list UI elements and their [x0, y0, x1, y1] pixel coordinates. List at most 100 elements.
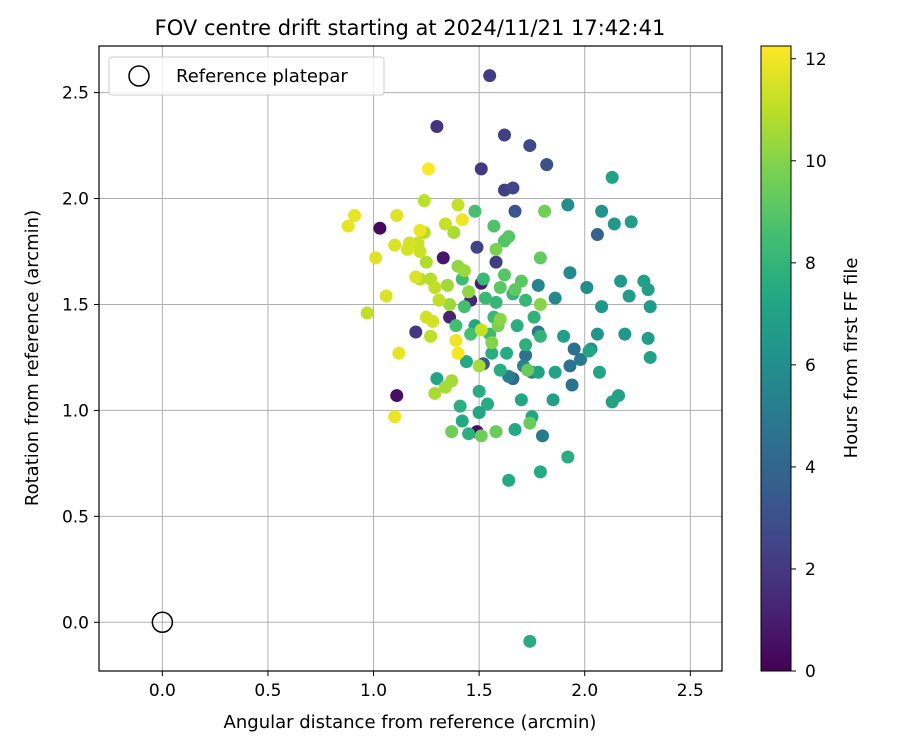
data-point — [489, 425, 503, 439]
data-point — [607, 217, 621, 231]
colorbar-tick-label: 8 — [805, 254, 816, 274]
data-point — [455, 213, 469, 227]
data-point — [605, 170, 619, 184]
data-point — [369, 251, 383, 265]
data-point — [521, 363, 535, 377]
data-point — [605, 395, 619, 409]
data-point — [440, 278, 454, 292]
legend-reference-marker — [128, 65, 150, 87]
data-point — [561, 198, 575, 212]
y-axis-label: Rotation from reference (arcmin) — [22, 210, 43, 506]
data-point — [535, 429, 549, 443]
data-point — [538, 204, 552, 218]
data-point — [519, 348, 533, 362]
data-point — [472, 384, 486, 398]
x-tick-label: 0.0 — [149, 681, 176, 701]
data-point — [590, 327, 604, 341]
data-point — [493, 312, 507, 326]
data-point — [417, 194, 431, 208]
colorbar-tick-label: 12 — [805, 50, 827, 70]
data-point — [421, 162, 435, 176]
data-point — [519, 338, 533, 352]
data-point — [531, 365, 545, 379]
data-point — [400, 242, 414, 256]
x-tick-label: 1.5 — [466, 681, 493, 701]
data-point — [527, 310, 541, 324]
data-point — [428, 386, 442, 400]
data-point — [428, 281, 442, 295]
data-point — [419, 255, 433, 269]
data-point — [508, 204, 522, 218]
x-axis-label: Angular distance from reference (arcmin) — [224, 712, 597, 733]
colorbar-tick-label: 4 — [805, 458, 816, 478]
data-point — [580, 281, 594, 295]
data-point — [643, 300, 657, 314]
data-point — [419, 310, 433, 324]
data-point — [462, 285, 476, 299]
data-point — [457, 264, 471, 278]
colorbar: 0 2 4 6 8 10 12 Hours from first FF file — [760, 45, 862, 682]
data-point — [451, 346, 465, 360]
data-point — [430, 120, 444, 134]
data-point — [508, 283, 522, 297]
data-point — [519, 293, 533, 307]
data-point — [582, 344, 596, 358]
data-point — [506, 181, 520, 195]
data-point — [643, 350, 657, 364]
data-point — [565, 378, 579, 392]
data-point — [451, 198, 465, 212]
colorbar-gradient — [760, 45, 792, 672]
x-tick-label: 1.0 — [360, 681, 387, 701]
data-point — [523, 416, 537, 430]
legend-box — [108, 56, 385, 96]
data-point — [523, 634, 537, 648]
data-point — [489, 255, 503, 269]
data-point — [390, 208, 404, 222]
data-point — [595, 300, 609, 314]
plot-frame — [98, 45, 723, 672]
data-point — [502, 230, 516, 244]
y-tick-label: 0.5 — [62, 507, 89, 527]
y-tick-label: 2.5 — [62, 84, 89, 104]
data-point — [341, 219, 355, 233]
grid-lines — [99, 46, 722, 671]
data-point — [379, 289, 393, 303]
data-point — [474, 429, 488, 443]
chart-title: FOV centre drift starting at 2024/11/21 … — [155, 16, 666, 40]
data-point — [487, 219, 501, 233]
data-point — [502, 473, 516, 487]
x-tick-label: 0.5 — [254, 681, 281, 701]
data-point — [510, 319, 524, 333]
data-point — [546, 393, 560, 407]
y-tick-label: 1.0 — [62, 401, 89, 421]
data-point — [432, 293, 446, 307]
data-point — [455, 414, 469, 428]
scatter-points — [341, 69, 657, 648]
data-point — [392, 346, 406, 360]
data-point — [540, 158, 554, 172]
data-point — [464, 327, 478, 341]
data-point — [593, 365, 607, 379]
data-point — [497, 128, 511, 142]
data-point — [476, 272, 490, 286]
data-point — [430, 372, 444, 386]
data-point — [447, 225, 461, 239]
data-point — [436, 251, 450, 265]
data-point — [523, 139, 537, 153]
x-tick-label: 2.0 — [571, 681, 598, 701]
data-point — [508, 422, 522, 436]
data-point — [449, 319, 463, 333]
data-point — [641, 331, 655, 345]
data-point — [514, 393, 528, 407]
data-point — [531, 278, 545, 292]
data-point — [483, 69, 497, 83]
data-point — [470, 240, 484, 254]
data-point — [533, 329, 547, 343]
data-point — [493, 363, 507, 377]
data-point — [474, 162, 488, 176]
data-point — [485, 336, 499, 350]
x-tick-label: 2.5 — [677, 681, 704, 701]
data-point — [500, 346, 514, 360]
data-point — [567, 342, 581, 356]
